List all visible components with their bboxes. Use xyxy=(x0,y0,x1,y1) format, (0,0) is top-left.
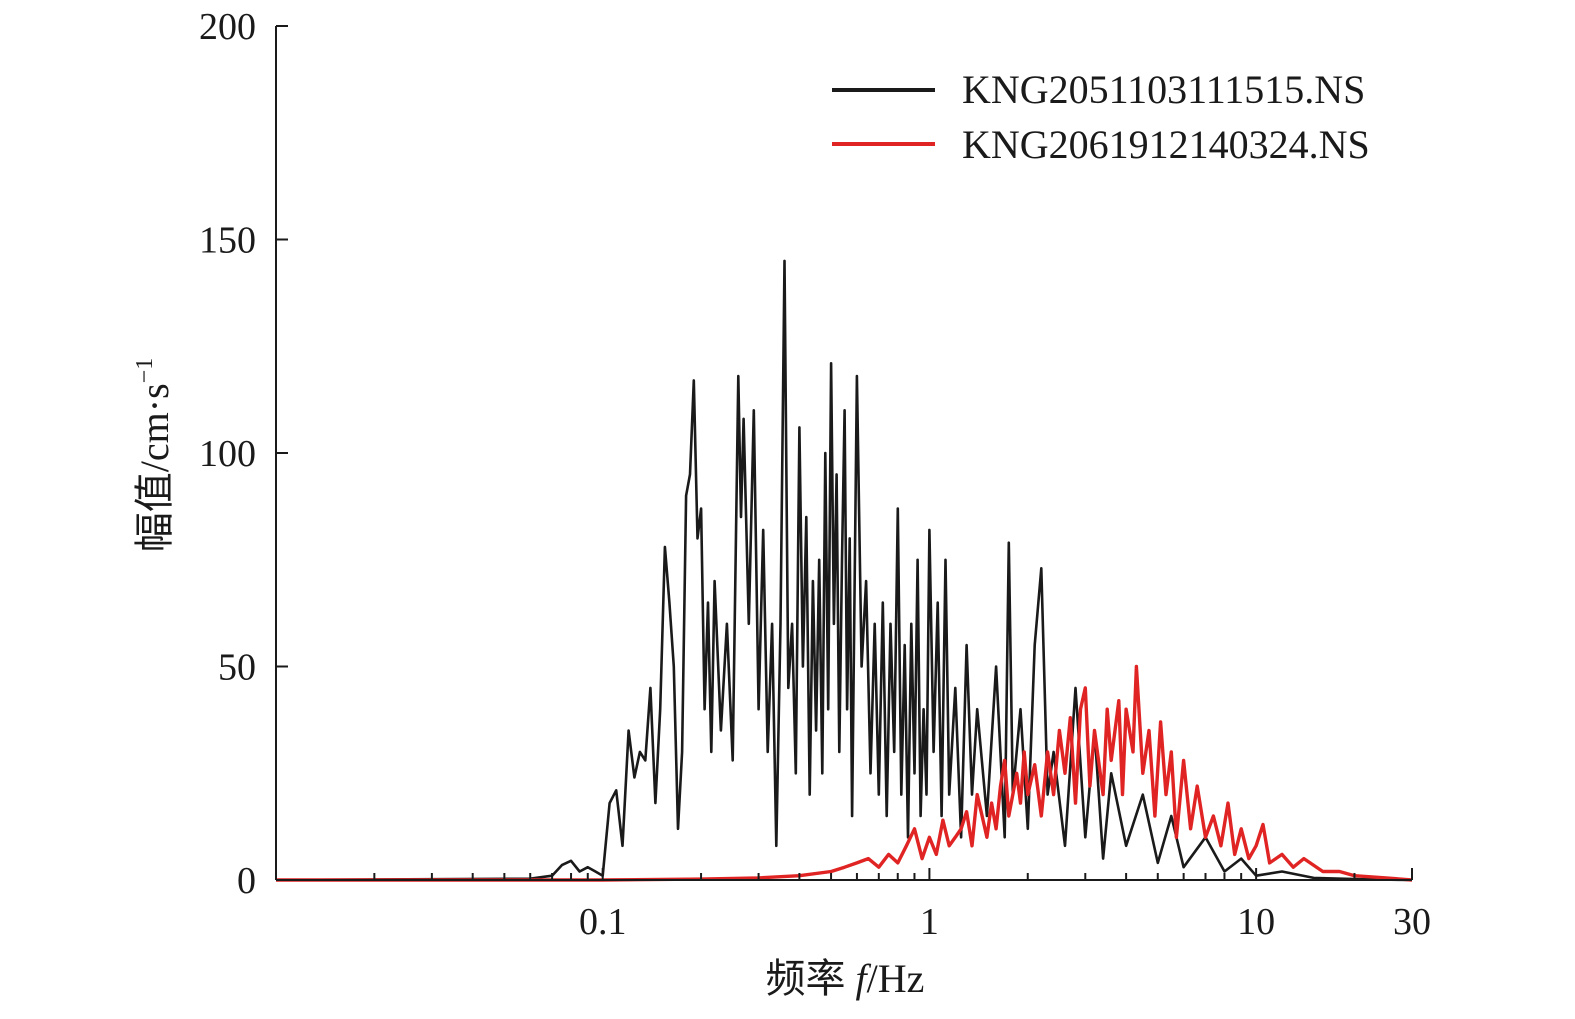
x-axis-title-prefix: 频率 xyxy=(766,956,856,1001)
y-tick-label-4: 200 xyxy=(199,6,256,48)
x-axis-title: 频率 f/Hz xyxy=(766,956,925,1001)
y-tick-label-0: 0 xyxy=(237,860,256,902)
x-tick-label-1: 1 xyxy=(920,901,939,943)
y-tick-label-1: 50 xyxy=(218,647,256,689)
y-tick-label-3: 150 xyxy=(199,220,256,262)
series-line-0 xyxy=(275,259,1413,882)
y-axis-title-exp: −1 xyxy=(132,358,158,384)
x-tick-label-0: 0.1 xyxy=(579,901,627,943)
series-line-1 xyxy=(276,664,1413,882)
axes-layer: 0 50 100 150 200 0.1 1 10 30 xyxy=(199,6,1431,943)
series-layer xyxy=(275,259,1413,882)
x-tick-label-3: 30 xyxy=(1393,901,1431,943)
y-axis-title-text: 幅值/cm·s xyxy=(132,383,177,552)
legend-label-0: KNG2051103111515.NS xyxy=(962,67,1365,112)
y-tick-label-2: 100 xyxy=(199,433,256,475)
y-axis-title: 幅值/cm·s−1 xyxy=(132,358,177,552)
legend-label-1: KNG2061912140324.NS xyxy=(962,122,1370,167)
legend: KNG2051103111515.NS KNG2061912140324.NS xyxy=(832,67,1370,167)
x-axis-title-unit: /Hz xyxy=(867,956,925,1001)
x-tick-label-2: 10 xyxy=(1237,901,1275,943)
